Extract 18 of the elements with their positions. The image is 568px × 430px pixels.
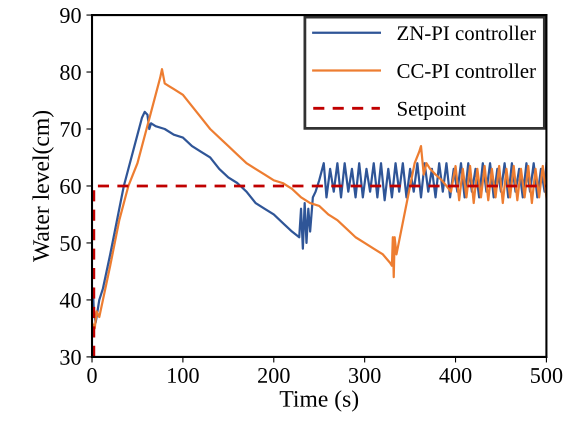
y-tick-label: 60 bbox=[60, 178, 81, 194]
y-tick-label: 80 bbox=[60, 64, 81, 80]
y-axis-title: Water level(cm) bbox=[32, 110, 54, 262]
x-tick-label: 100 bbox=[168, 368, 199, 383]
y-tick-label: 90 bbox=[60, 8, 81, 23]
y-tick-label: 50 bbox=[60, 236, 81, 251]
x-tick-label: 200 bbox=[258, 368, 290, 383]
legend-label: CC-PI controller bbox=[397, 63, 536, 78]
x-axis-title: Time (s) bbox=[280, 390, 358, 412]
legend-label: Setpoint bbox=[398, 102, 466, 120]
x-tick-label: 0 bbox=[87, 368, 97, 383]
y-tick-label: 30 bbox=[60, 350, 81, 365]
legend-label: ZN-PI controller bbox=[398, 26, 536, 40]
y-tick-label: 40 bbox=[60, 292, 81, 308]
x-tick-label: 400 bbox=[439, 368, 472, 383]
y-tick-label: 70 bbox=[60, 122, 81, 137]
x-tick-label: 500 bbox=[531, 368, 562, 383]
x-tick-label: 300 bbox=[349, 368, 380, 383]
